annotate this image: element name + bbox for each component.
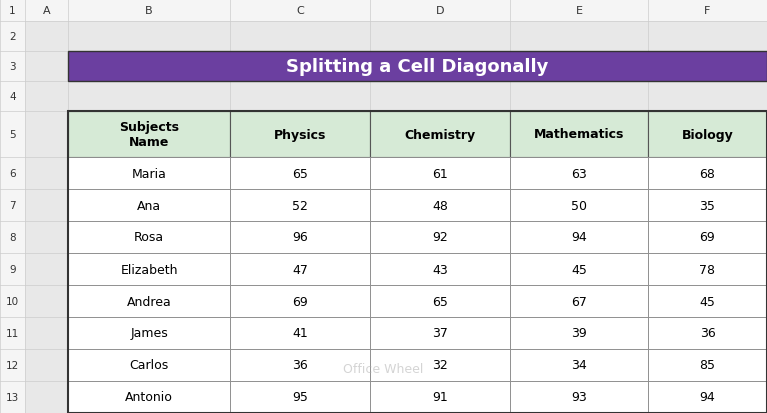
Bar xyxy=(68,158,230,190)
Text: 45: 45 xyxy=(571,263,587,276)
Text: 11: 11 xyxy=(6,328,19,338)
Bar xyxy=(230,112,370,158)
Bar xyxy=(648,381,767,413)
Text: 6: 6 xyxy=(9,169,16,178)
Text: 34: 34 xyxy=(571,358,587,372)
Text: Andrea: Andrea xyxy=(127,295,171,308)
Text: 10: 10 xyxy=(6,296,19,306)
Text: 47: 47 xyxy=(292,263,308,276)
Bar xyxy=(648,285,767,317)
Text: 65: 65 xyxy=(432,295,448,308)
Bar xyxy=(68,190,230,221)
Text: Ana: Ana xyxy=(137,199,161,212)
Text: 32: 32 xyxy=(432,358,448,372)
Text: 12: 12 xyxy=(6,360,19,370)
Text: 95: 95 xyxy=(292,391,308,404)
Bar xyxy=(370,285,510,317)
Bar xyxy=(68,112,767,413)
Text: 94: 94 xyxy=(700,391,716,404)
Text: 1: 1 xyxy=(9,6,16,16)
Text: 94: 94 xyxy=(571,231,587,244)
Text: Rosa: Rosa xyxy=(134,231,164,244)
Bar xyxy=(68,317,230,349)
Bar xyxy=(648,349,767,381)
Text: James: James xyxy=(130,327,168,339)
Bar xyxy=(68,254,230,285)
Bar xyxy=(370,221,510,254)
Bar xyxy=(510,317,648,349)
Bar xyxy=(25,0,767,22)
Text: 52: 52 xyxy=(292,199,308,212)
Bar xyxy=(370,158,510,190)
Bar xyxy=(68,52,767,82)
Bar xyxy=(510,112,648,158)
Text: 9: 9 xyxy=(9,264,16,274)
Bar xyxy=(68,349,230,381)
Text: 69: 69 xyxy=(700,231,716,244)
Text: 35: 35 xyxy=(700,199,716,212)
Text: Antonio: Antonio xyxy=(125,391,173,404)
Text: 41: 41 xyxy=(292,327,308,339)
Text: Subjects
Name: Subjects Name xyxy=(119,121,179,149)
Bar xyxy=(230,254,370,285)
Bar xyxy=(510,349,648,381)
Text: 5: 5 xyxy=(9,130,16,140)
Text: 93: 93 xyxy=(571,391,587,404)
Text: 61: 61 xyxy=(432,167,448,180)
Bar xyxy=(68,285,230,317)
Bar xyxy=(230,285,370,317)
Bar xyxy=(648,254,767,285)
Bar xyxy=(68,112,230,158)
Bar xyxy=(510,285,648,317)
Text: C: C xyxy=(296,6,304,16)
Text: 3: 3 xyxy=(9,62,16,72)
Bar xyxy=(230,158,370,190)
Text: 91: 91 xyxy=(432,391,448,404)
Text: Carlos: Carlos xyxy=(130,358,169,372)
Bar xyxy=(0,0,767,22)
Bar xyxy=(510,190,648,221)
Text: 7: 7 xyxy=(9,201,16,211)
Text: Maria: Maria xyxy=(132,167,166,180)
Text: Physics: Physics xyxy=(274,128,326,141)
Bar xyxy=(648,221,767,254)
Bar xyxy=(510,381,648,413)
Text: A: A xyxy=(43,6,51,16)
Text: E: E xyxy=(575,6,582,16)
Bar xyxy=(648,190,767,221)
Text: 92: 92 xyxy=(432,231,448,244)
Text: 45: 45 xyxy=(700,295,716,308)
Text: 39: 39 xyxy=(571,327,587,339)
Bar xyxy=(68,221,230,254)
Bar xyxy=(230,221,370,254)
Text: 68: 68 xyxy=(700,167,716,180)
Bar xyxy=(370,190,510,221)
Bar xyxy=(230,349,370,381)
Bar xyxy=(68,381,230,413)
Text: 13: 13 xyxy=(6,392,19,402)
Bar xyxy=(648,112,767,158)
Text: 2: 2 xyxy=(9,32,16,42)
Bar xyxy=(370,317,510,349)
Text: 78: 78 xyxy=(700,263,716,276)
Text: 69: 69 xyxy=(292,295,308,308)
Bar xyxy=(648,158,767,190)
Text: 67: 67 xyxy=(571,295,587,308)
Text: 48: 48 xyxy=(432,199,448,212)
Text: 36: 36 xyxy=(292,358,308,372)
Text: 85: 85 xyxy=(700,358,716,372)
Text: Chemistry: Chemistry xyxy=(404,128,476,141)
Text: 96: 96 xyxy=(292,231,308,244)
Text: 43: 43 xyxy=(432,263,448,276)
Text: 37: 37 xyxy=(432,327,448,339)
Text: Elizabeth: Elizabeth xyxy=(120,263,178,276)
Bar xyxy=(510,254,648,285)
Bar xyxy=(370,254,510,285)
Text: F: F xyxy=(704,6,711,16)
Text: Biology: Biology xyxy=(682,128,733,141)
Text: 63: 63 xyxy=(571,167,587,180)
Text: D: D xyxy=(436,6,444,16)
Bar xyxy=(370,381,510,413)
Bar xyxy=(230,190,370,221)
